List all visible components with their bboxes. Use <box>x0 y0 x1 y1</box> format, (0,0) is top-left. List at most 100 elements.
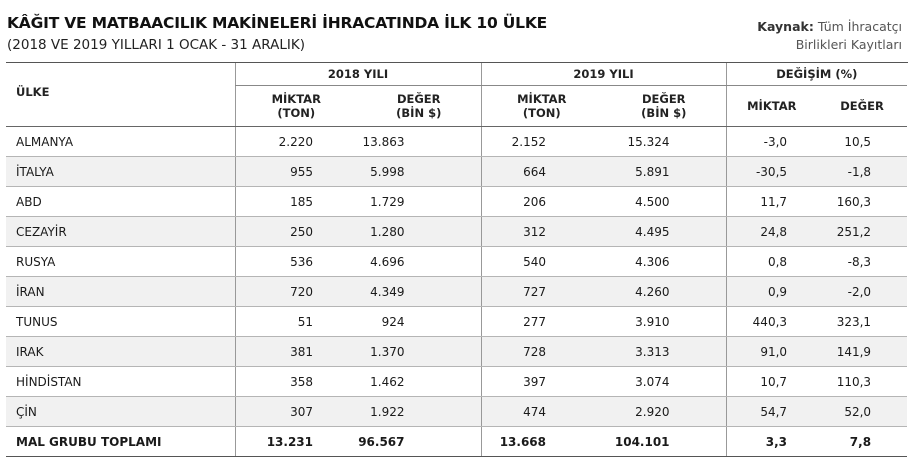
value-2018-cell: 4.349 <box>357 276 482 307</box>
qty-2019-cell: 727 <box>480 276 603 307</box>
qty-2019-cell: 397 <box>480 366 603 397</box>
table-row: TUNUS 51 924 277 3.910 440,3 323,1 <box>6 306 908 337</box>
change-qty-cell: 54,7 <box>725 396 818 427</box>
value-2019-cell: 4.495 <box>602 216 727 247</box>
value-2019-cell: 3.074 <box>602 366 727 397</box>
table-row: IRAK 381 1.370 728 3.313 91,0 141,9 <box>6 336 908 367</box>
value-2018-cell: 1.280 <box>357 216 482 247</box>
value-2018-cell: 1.729 <box>357 186 482 217</box>
change-qty-cell: -3,0 <box>725 126 818 157</box>
top-rule <box>6 62 908 63</box>
value-2019-cell: 3.910 <box>602 306 727 337</box>
total-change-qty-cell: 3,3 <box>725 426 818 457</box>
qty-2019-header: MİKTAR (TON) <box>480 85 603 127</box>
value-2018-cell: 924 <box>357 306 482 337</box>
qty-2019-cell: 540 <box>480 246 603 277</box>
country-cell: RUSYA <box>6 246 235 277</box>
country-cell: İRAN <box>6 276 235 307</box>
source-text-line1: Tüm İhracatçı <box>817 19 902 34</box>
change-value-cell: 110,3 <box>817 366 908 397</box>
change-qty-cell: 440,3 <box>725 306 818 337</box>
change-value-cell: 160,3 <box>817 186 908 217</box>
value-2018-cell: 1.462 <box>357 366 482 397</box>
value-2019-cell: 2.920 <box>602 396 727 427</box>
value-2018-cell: 1.370 <box>357 336 482 367</box>
qty-2019-cell: 474 <box>480 396 603 427</box>
table-row: ALMANYA 2.220 13.863 2.152 15.324 -3,0 1… <box>6 126 908 157</box>
page-subtitle: (2018 VE 2019 YILLARI 1 OCAK - 31 ARALIK… <box>7 37 305 53</box>
change-value-header: DEĞER <box>817 85 908 127</box>
qty-2019-cell: 2.152 <box>480 126 603 157</box>
qty-2018-cell: 185 <box>234 186 357 217</box>
total-change-value-cell: 7,8 <box>817 426 908 457</box>
change-value-cell: -8,3 <box>817 246 908 277</box>
qty-2019-cell: 206 <box>480 186 603 217</box>
change-value-cell: 10,5 <box>817 126 908 157</box>
value-2018-header: DEĞER (BİN $) <box>357 85 482 127</box>
value-2018-cell: 13.863 <box>357 126 482 157</box>
group-2019-header: 2019 YILI <box>480 63 727 86</box>
source-label: Kaynak: <box>757 19 814 34</box>
group-header-row: ÜLKE 2018 YILI 2019 YILI DEĞİŞİM (%) <box>6 63 908 127</box>
qty-2018-cell: 720 <box>234 276 357 307</box>
qty-2018-cell: 381 <box>234 336 357 367</box>
change-qty-cell: 10,7 <box>725 366 818 397</box>
qty-2018-cell: 536 <box>234 246 357 277</box>
change-qty-cell: 11,7 <box>725 186 818 217</box>
table-row: CEZAYİR 250 1.280 312 4.495 24,8 251,2 <box>6 216 908 247</box>
qty-2018-cell: 2.220 <box>234 126 357 157</box>
table-row: İRAN 720 4.349 727 4.260 0,9 -2,0 <box>6 276 908 307</box>
value-2019-cell: 3.313 <box>602 336 727 367</box>
change-qty-cell: 0,8 <box>725 246 818 277</box>
qty-2018-cell: 358 <box>234 366 357 397</box>
table-row: ABD 185 1.729 206 4.500 11,7 160,3 <box>6 186 908 217</box>
page-title: KÂĞIT VE MATBAACILIK MAKİNELERİ İHRACATI… <box>7 14 548 32</box>
total-value-2018-cell: 96.567 <box>357 426 482 457</box>
value-2018-cell: 5.998 <box>357 156 482 187</box>
change-value-cell: 141,9 <box>817 336 908 367</box>
value-2019-cell: 4.260 <box>602 276 727 307</box>
change-qty-cell: -30,5 <box>725 156 818 187</box>
country-cell: İTALYA <box>6 156 235 187</box>
group-2018-header: 2018 YILI <box>234 63 482 86</box>
total-row: MAL GRUBU TOPLAMI 13.231 96.567 13.668 1… <box>6 426 908 457</box>
qty-2019-cell: 728 <box>480 336 603 367</box>
qty-2019-cell: 277 <box>480 306 603 337</box>
qty-2019-cell: 664 <box>480 156 603 187</box>
table-row: HİNDİSTAN 358 1.462 397 3.074 10,7 110,3 <box>6 366 908 397</box>
qty-2018-cell: 955 <box>234 156 357 187</box>
change-value-cell: -1,8 <box>817 156 908 187</box>
country-cell: ABD <box>6 186 235 217</box>
change-qty-header: MİKTAR <box>725 85 818 127</box>
value-2019-header: DEĞER (BİN $) <box>602 85 727 127</box>
export-table: ÜLKE 2018 YILI 2019 YILI DEĞİŞİM (%) MİK… <box>6 63 908 457</box>
total-qty-2018-cell: 13.231 <box>234 426 357 457</box>
value-2019-cell: 5.891 <box>602 156 727 187</box>
sub-header-row: MİKTAR (TON) DEĞER (BİN $) MİKTAR (TON) DEĞ… <box>6 85 908 127</box>
qty-2018-cell: 51 <box>234 306 357 337</box>
country-cell: CEZAYİR <box>6 216 235 247</box>
group-change-header: DEĞİŞİM (%) <box>725 63 908 86</box>
source-text-line2: Birlikleri Kayıtları <box>795 37 902 52</box>
change-value-cell: 251,2 <box>817 216 908 247</box>
change-qty-cell: 0,9 <box>725 276 818 307</box>
table-row: ÇİN 307 1.922 474 2.920 54,7 52,0 <box>6 396 908 427</box>
change-value-cell: -2,0 <box>817 276 908 307</box>
value-2018-cell: 4.696 <box>357 246 482 277</box>
value-2019-cell: 4.500 <box>602 186 727 217</box>
country-cell: HİNDİSTAN <box>6 366 235 397</box>
table-row: İTALYA 955 5.998 664 5.891 -30,5 -1,8 <box>6 156 908 187</box>
total-qty-2019-cell: 13.668 <box>480 426 603 457</box>
country-cell: ALMANYA <box>6 126 235 157</box>
total-label-cell: MAL GRUBU TOPLAMI <box>6 426 235 457</box>
change-value-cell: 323,1 <box>817 306 908 337</box>
source-note: Kaynak: Tüm İhracatçı Birlikleri Kayıtla… <box>702 18 902 54</box>
country-cell: ÇİN <box>6 396 235 427</box>
qty-2018-header: MİKTAR (TON) <box>234 85 357 127</box>
country-cell: TUNUS <box>6 306 235 337</box>
value-2019-cell: 15.324 <box>602 126 727 157</box>
country-cell: IRAK <box>6 336 235 367</box>
change-value-cell: 52,0 <box>817 396 908 427</box>
value-2019-cell: 4.306 <box>602 246 727 277</box>
qty-2019-cell: 312 <box>480 216 603 247</box>
